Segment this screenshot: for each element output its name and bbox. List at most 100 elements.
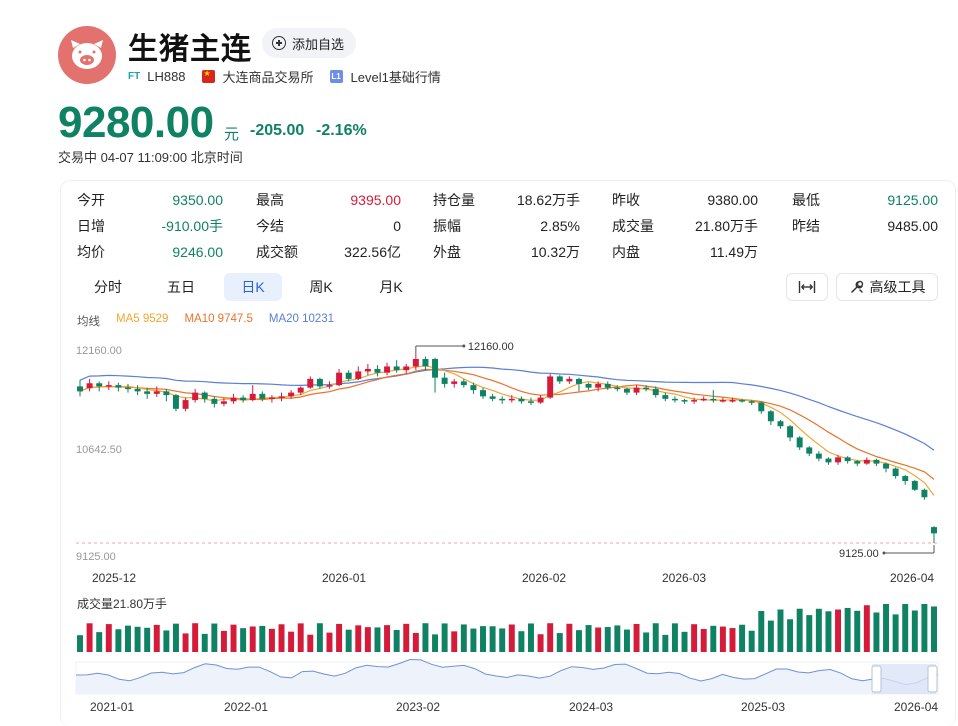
tools-icon <box>850 280 863 293</box>
overview-drag-handle[interactable] <box>927 665 938 693</box>
volume-bar <box>518 631 525 652</box>
candle-body <box>144 391 151 394</box>
volume-bar <box>172 623 179 652</box>
candle-body <box>566 378 573 382</box>
volume-bar <box>691 624 698 652</box>
candle-body <box>892 468 899 477</box>
candle-body <box>652 388 659 396</box>
candle-body <box>825 458 832 463</box>
tab-monthly-k[interactable]: 月K <box>379 279 403 295</box>
y-axis-tick-label: 12160.00 <box>76 345 122 357</box>
volume-bar <box>547 623 554 652</box>
x-axis-date-label: 2026-01 <box>322 571 366 585</box>
candle-body <box>268 397 275 400</box>
volume-bar <box>652 623 659 652</box>
candle-body <box>115 385 122 388</box>
candle-body <box>374 368 381 373</box>
candle-body <box>815 453 822 459</box>
volume-bar <box>931 606 937 652</box>
candle-body <box>480 390 486 397</box>
volume-bar <box>105 624 112 652</box>
candle-body <box>528 401 534 403</box>
expand-width-button[interactable] <box>786 273 828 301</box>
volume-bar <box>316 623 323 652</box>
candle-body <box>345 372 352 379</box>
stat-label: 内盘 <box>612 244 640 260</box>
candle-body <box>249 393 256 401</box>
tab-intraday[interactable]: 分时 <box>94 279 122 295</box>
candle-body <box>230 397 237 402</box>
volume-bar <box>844 607 851 652</box>
candle-body <box>211 398 218 404</box>
volume-bar <box>211 623 218 652</box>
stat-label: 今开 <box>77 192 105 208</box>
candle-body <box>748 401 755 403</box>
exchange-name: 大连商品交易所 <box>222 70 314 85</box>
advanced-tools-button[interactable]: 高级工具 <box>836 273 938 301</box>
volume-bar <box>902 604 909 652</box>
stat-value: 10.32万 <box>530 244 580 260</box>
volume-bar <box>681 631 688 652</box>
overview-date-label: 2023-02 <box>396 700 440 714</box>
candle-body <box>288 392 295 397</box>
candle-body <box>719 400 726 402</box>
tab-five-day[interactable]: 五日 <box>167 279 195 295</box>
overview-line <box>75 658 939 686</box>
volume-bar <box>499 628 506 652</box>
add-watchlist-button[interactable]: 添加自选 <box>262 28 357 58</box>
volume-bar <box>125 625 131 652</box>
candle-body <box>585 383 592 388</box>
last-price: 9280.00 <box>58 98 214 147</box>
volume-bar <box>384 625 391 652</box>
volume-bar <box>144 627 151 652</box>
tab-weekly-k[interactable]: 周K <box>309 279 333 295</box>
volume-bar <box>489 626 496 652</box>
volume-bar <box>403 623 410 652</box>
candle-body <box>508 398 515 401</box>
candle-body <box>844 457 851 462</box>
stat-label: 昨结 <box>792 218 820 234</box>
stat-label: 外盘 <box>433 244 461 260</box>
high-marker-dot <box>462 344 466 348</box>
volume-bar <box>259 625 266 652</box>
volume-bar <box>336 623 343 652</box>
candle-body <box>220 401 227 404</box>
stat-value: -910.00手 <box>161 218 223 234</box>
stat-value: 9380.00 <box>707 192 758 208</box>
candle-body <box>163 391 170 396</box>
volume-bar <box>921 604 928 652</box>
volume-bar <box>432 634 439 652</box>
volume-bar <box>153 624 160 652</box>
stat-item: 成交额 322.56亿 <box>256 242 401 262</box>
candle-body <box>547 376 554 398</box>
candle-body <box>921 489 928 498</box>
volume-bar <box>806 615 813 652</box>
overview-drag-handle[interactable] <box>871 665 882 693</box>
tab-daily-k[interactable]: 日K <box>224 273 282 301</box>
volume-bar <box>585 625 592 652</box>
volume-bar <box>643 632 650 652</box>
volume-bar <box>230 624 237 652</box>
stat-item: 今结 0 <box>256 216 401 236</box>
ma5-line <box>79 365 935 496</box>
expand-width-icon <box>798 281 816 293</box>
candle-body <box>681 400 688 402</box>
volume-bar <box>470 628 477 652</box>
candle-body <box>700 398 707 401</box>
volume-bar <box>796 608 803 652</box>
candle-body <box>902 476 909 482</box>
candle-body <box>403 366 410 371</box>
level1-badge-icon: L1 <box>329 70 343 83</box>
overview-date-label: 2024-03 <box>569 700 613 714</box>
candle-body <box>470 385 477 391</box>
candle-body <box>326 385 333 387</box>
quote-panel <box>60 180 956 726</box>
volume-bar <box>422 623 429 652</box>
advanced-tools-label: 高级工具 <box>869 279 926 295</box>
price-change: -205.00 <box>250 122 305 139</box>
candle-body <box>691 400 698 402</box>
stat-label: 均价 <box>77 244 105 260</box>
candle-body <box>182 400 189 409</box>
candle-body <box>729 400 736 402</box>
